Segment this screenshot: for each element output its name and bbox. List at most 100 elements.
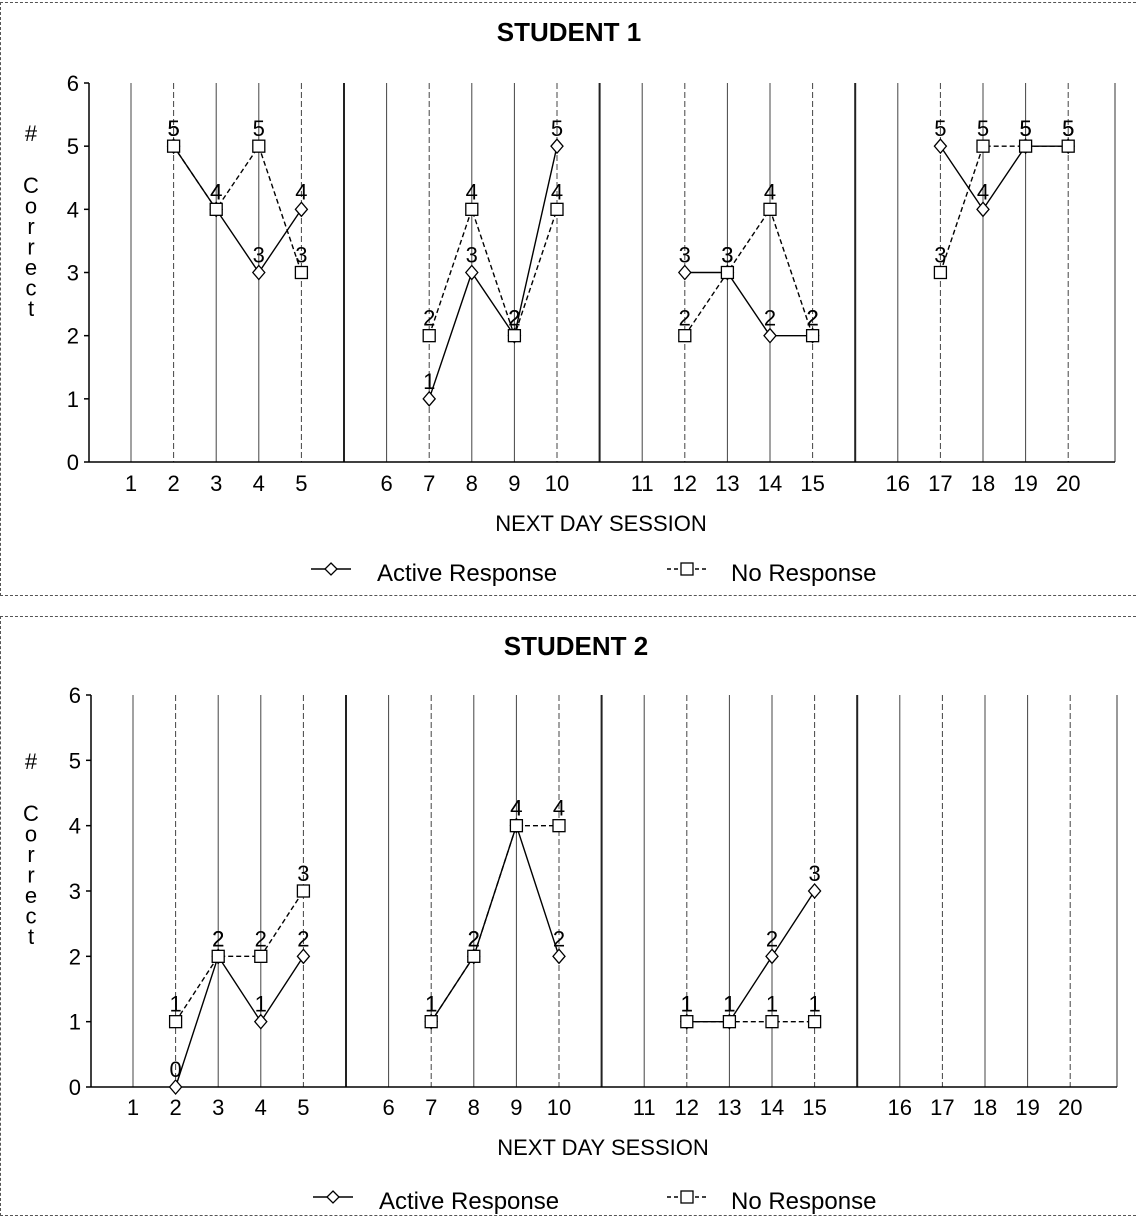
chart-panel-student-2: STUDENT 2 0 1 2 3 4 5 6 1 2 3 4 5 6 7 8 9 10 11 12 13 14 15 16… <box>0 616 1136 1216</box>
data-label: 2 <box>508 306 520 331</box>
x-tick-label: 13 <box>717 1095 741 1120</box>
data-point-square <box>765 1015 779 1029</box>
data-point-diamond <box>976 201 990 218</box>
x-tick-label: 8 <box>468 1095 480 1120</box>
x-tick-label: 3 <box>212 1095 224 1120</box>
data-point-diamond <box>422 390 437 407</box>
x-tick-label: 14 <box>758 471 782 496</box>
data-point-square <box>552 819 566 833</box>
data-label: 1 <box>169 992 181 1017</box>
x-tick-label: 17 <box>928 471 952 496</box>
data-label: 5 <box>167 116 179 141</box>
legend-label-active-response: Active Response <box>379 1188 559 1215</box>
x-tick-label: 6 <box>382 1095 394 1120</box>
x-tick-label: 19 <box>1015 1095 1039 1120</box>
data-label: 5 <box>977 116 989 141</box>
data-label: 2 <box>468 926 480 951</box>
y-tick-label: 6 <box>69 683 81 708</box>
y-axis-label-char: e <box>25 255 37 280</box>
x-tick-label: 2 <box>169 1095 181 1120</box>
data-point-square <box>509 819 524 833</box>
series-line <box>175 890 304 1023</box>
data-point-square <box>168 1015 183 1029</box>
y-axis-label-char: c <box>26 903 37 928</box>
x-tick-label: 1 <box>125 471 137 496</box>
legend-label-no-response: No Response <box>731 1188 876 1215</box>
data-label: 3 <box>721 243 733 268</box>
y-tick-label: 5 <box>69 748 81 773</box>
legend: Active Response No Response <box>311 560 876 587</box>
x-tick-label: 12 <box>673 471 697 496</box>
data-label: 4 <box>466 179 478 204</box>
data-point-square <box>933 265 948 280</box>
data-label: 3 <box>253 243 265 268</box>
x-tick-label: 1 <box>127 1095 139 1120</box>
data-label: 1 <box>681 992 693 1017</box>
y-axis-label-char: o <box>25 821 37 846</box>
x-tick-label: 20 <box>1058 1095 1082 1120</box>
x-tick-label: 4 <box>255 1095 267 1120</box>
y-tick-label: 6 <box>67 71 79 96</box>
x-tick-label: 12 <box>675 1095 699 1120</box>
y-axis-label-char: r <box>27 862 34 887</box>
data-label: 5 <box>1062 116 1074 141</box>
series-line <box>430 824 559 1023</box>
series-line <box>686 890 816 1023</box>
y-tick-label: 2 <box>67 324 79 349</box>
legend-label-no-response: No Response <box>731 560 876 587</box>
x-tick-label: 7 <box>423 471 435 496</box>
data-point-square <box>211 949 225 963</box>
data-label: 2 <box>255 926 267 951</box>
y-tick-label: 0 <box>69 1075 81 1100</box>
y-axis-label-char: t <box>28 924 34 949</box>
x-axis-label: NEXT DAY SESSION <box>497 1135 709 1160</box>
data-point-square <box>1018 139 1033 153</box>
y-axis-label-char: e <box>25 883 37 908</box>
y-tick-label: 2 <box>69 944 81 969</box>
x-tick-label: 18 <box>973 1095 997 1120</box>
y-axis-label-char: r <box>27 214 34 239</box>
data-point-square <box>254 949 268 963</box>
data-label: 2 <box>806 306 818 331</box>
data-point-square <box>720 265 735 280</box>
x-tick-label: 16 <box>888 1095 912 1120</box>
data-point-diamond <box>933 138 948 155</box>
x-tick-label: 20 <box>1056 471 1080 496</box>
data-point-square <box>166 139 181 153</box>
data-point-square <box>424 1015 438 1029</box>
y-axis-label-char: C <box>23 173 39 198</box>
data-point-square <box>294 265 309 280</box>
series-no-response <box>168 819 822 1029</box>
data-point-diamond <box>251 264 266 281</box>
y-tick-label: 4 <box>67 197 79 222</box>
data-label: 5 <box>1019 116 1031 141</box>
x-tick-label: 11 <box>631 471 654 496</box>
x-tick-label: 16 <box>886 471 910 496</box>
data-label: 1 <box>808 992 820 1017</box>
x-tick-label: 9 <box>508 471 520 496</box>
data-label: 4 <box>977 179 989 204</box>
x-tick-label: 10 <box>545 471 569 496</box>
data-point-square <box>678 329 692 343</box>
data-point-square <box>422 329 436 343</box>
data-label: 4 <box>510 796 522 821</box>
series-line <box>428 207 558 338</box>
data-point-square <box>722 1015 737 1029</box>
data-label: 5 <box>1019 116 1031 141</box>
data-label: 4 <box>210 179 222 204</box>
x-axis-label: NEXT DAY SESSION <box>495 511 707 536</box>
y-tick-label: 0 <box>67 450 79 475</box>
y-tick-label: 4 <box>69 814 81 839</box>
data-label: 3 <box>721 243 733 268</box>
y-axis-label-char: C <box>23 801 39 826</box>
data-label: 4 <box>551 179 563 204</box>
data-label: 4 <box>553 796 565 821</box>
data-point-square <box>680 1015 694 1029</box>
data-label: 5 <box>167 116 179 141</box>
legend-item-no-response: No Response <box>667 560 876 587</box>
data-point-square <box>763 202 777 216</box>
y-tick-label: 5 <box>67 134 79 159</box>
